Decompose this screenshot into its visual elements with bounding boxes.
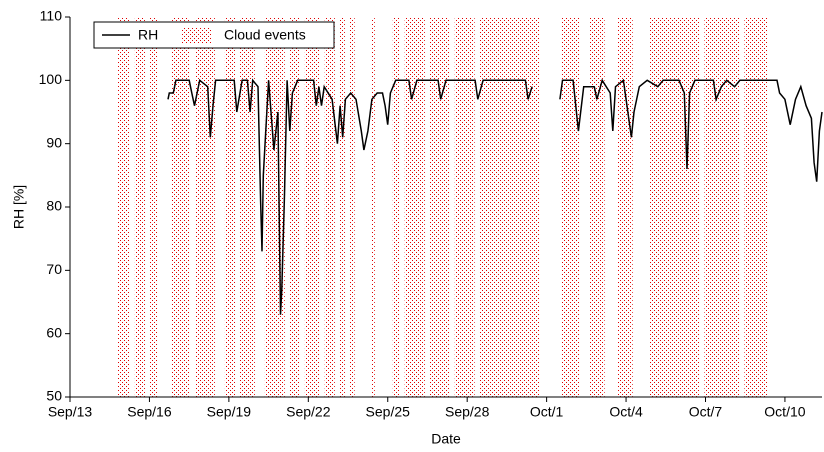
x-tick-label: Oct/4 [609,404,643,420]
cloud-event [617,17,633,397]
y-axis-label: RH [%] [11,185,27,229]
cloud-event [339,17,345,397]
y-tick-label: 90 [46,134,62,150]
cloud-event [324,17,335,397]
cloud-event [149,17,158,397]
x-tick-label: Sep/16 [127,404,172,420]
cloud-event [171,17,190,397]
y-tick-label: 80 [46,198,62,214]
cloud-event [561,17,580,397]
cloud-event [264,17,285,397]
legend-box [93,21,335,49]
cloud-event [371,17,375,397]
rh-line [167,78,823,315]
x-tick-label: Sep/22 [286,404,331,420]
cloud-event [649,17,700,397]
legend-label: Cloud events [224,27,306,43]
x-tick-label: Sep/19 [207,404,252,420]
cloud-event [744,17,768,397]
y-tick-label: 60 [46,324,62,340]
cloud-event [479,17,540,397]
cloud-event [704,17,740,397]
cloud-event [224,17,235,397]
x-tick-label: Sep/25 [366,404,411,420]
x-axis-label: Date [431,431,461,447]
cloud-event [404,17,425,397]
cloud-event [349,17,355,397]
cloud-event [429,17,450,397]
legend-swatch [182,27,212,43]
cloud-event [304,17,320,397]
x-tick-label: Oct/10 [764,404,805,420]
legend-label: RH [138,27,158,43]
x-tick-label: Sep/13 [48,404,93,420]
x-tick-label: Oct/7 [689,404,723,420]
cloud-event [194,17,215,397]
x-tick-label: Sep/28 [445,404,490,420]
cloud-event [289,17,300,397]
cloud-event [239,17,255,397]
cloud-event [589,17,605,397]
y-tick-label: 70 [46,261,62,277]
y-tick-label: 110 [40,8,63,24]
x-tick-label: Oct/1 [530,404,564,420]
cloud-event [134,17,145,397]
cloud-event [117,17,130,397]
cloud-event [454,17,475,397]
y-tick-label: 100 [39,71,63,87]
y-tick-label: 50 [46,388,62,404]
cloud-event [392,17,400,397]
